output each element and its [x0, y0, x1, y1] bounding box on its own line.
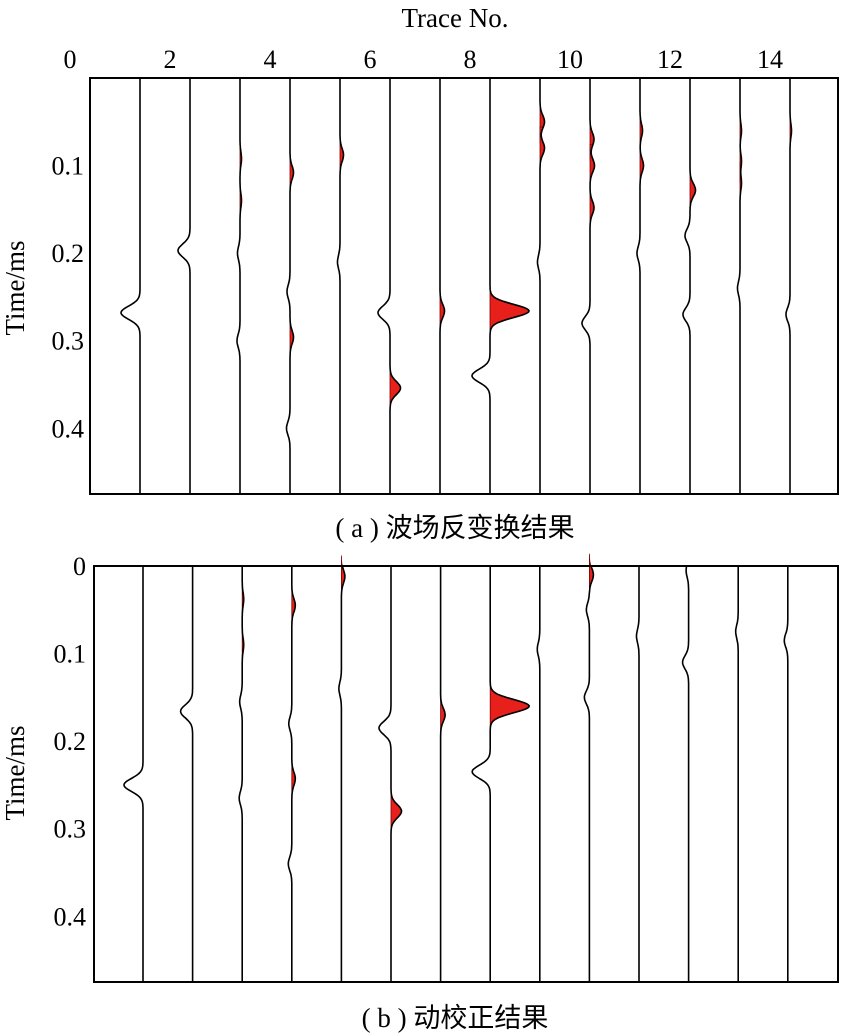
trace-wiggle-3: [236, 78, 243, 494]
y-tick-label: 0.3: [52, 327, 85, 356]
trace-wiggle-11: [635, 566, 640, 982]
y-axis-title-b: Time/ms: [0, 725, 30, 820]
trace-wiggle-5: [336, 78, 345, 494]
trace-wiggle-6: [378, 566, 403, 982]
trace-wiggle-3: [238, 566, 245, 982]
y-tick-label: 0.1: [54, 640, 87, 669]
trace-wiggle-7: [439, 78, 446, 494]
trace-wiggle-14: [783, 566, 789, 982]
y-tick-label: 0.4: [52, 414, 85, 443]
y-tick-label: 0.1: [52, 152, 85, 181]
trace-wiggle-1: [120, 78, 141, 494]
x-tick-label: 8: [464, 45, 477, 74]
trace-wiggle-14: [785, 78, 793, 494]
trace-wiggle-2: [179, 566, 194, 982]
panel-b: 0 0.1 0.2 0.3 0.4 Time/ms ( b ) 动校正结果: [0, 552, 839, 1033]
y-tick-label: 0.2: [52, 239, 85, 268]
x-tick-label: 0: [64, 45, 77, 74]
trace-wiggle-6: [377, 78, 402, 494]
trace-wiggle-11: [636, 78, 645, 494]
x-tick-labels: 0 2 4 6 8 10 12 14: [64, 45, 784, 74]
x-axis-title: Trace No.: [402, 3, 509, 33]
y-tick-label: 0.2: [54, 727, 87, 756]
trace-wiggle-9: [536, 566, 541, 982]
panel-a: Trace No. 0 2 4 6 8 10 12 14 0.1 0.2 0.3 0.4 Time/…: [0, 3, 839, 543]
trace-wiggle-8: [471, 78, 530, 494]
plot-frame-a: [89, 77, 839, 495]
y-tick-labels: 0 0.1 0.2 0.3 0.4: [54, 552, 87, 931]
trace-wiggle-13: [736, 78, 743, 494]
trace-wiggle-4: [285, 78, 295, 494]
trace-wiggle-5: [338, 565, 346, 982]
x-tick-label: 6: [364, 45, 377, 74]
trace-wiggle-7: [439, 566, 446, 982]
positive-lobe-fill: [489, 684, 530, 728]
positive-lobe-fill: [489, 289, 530, 333]
trace-wiggle-10: [581, 78, 596, 494]
caption-b: ( b ) 动校正结果: [362, 1003, 549, 1033]
traces-b: [123, 553, 789, 982]
caption-a: ( a ) 波场反变换结果: [335, 513, 574, 543]
trace-wiggle-8: [471, 566, 530, 982]
trace-wiggle-12: [682, 78, 697, 494]
x-tick-label: 14: [757, 45, 783, 74]
trace-wiggle-9: [536, 78, 546, 494]
y-axis-title-a: Time/ms: [0, 240, 30, 335]
traces-a: [120, 78, 793, 494]
y-tick-label: 0: [73, 552, 86, 581]
trace-wiggle-4: [287, 566, 297, 982]
x-tick-label: 4: [264, 45, 277, 74]
trace-wiggle-1: [123, 566, 144, 982]
trace-wiggle-12: [681, 565, 690, 982]
trace-wiggle-10: [583, 565, 595, 982]
y-tick-label: 0.4: [54, 902, 87, 931]
x-tick-label: 12: [657, 45, 683, 74]
trace-wiggle-13: [734, 566, 739, 982]
y-tick-label: 0.3: [54, 815, 87, 844]
trace-wiggle-2: [177, 78, 191, 494]
plot-frame-b: [93, 565, 839, 983]
y-tick-labels: 0.1 0.2 0.3 0.4: [52, 152, 85, 444]
x-tick-label: 2: [164, 45, 177, 74]
x-tick-label: 10: [557, 45, 583, 74]
